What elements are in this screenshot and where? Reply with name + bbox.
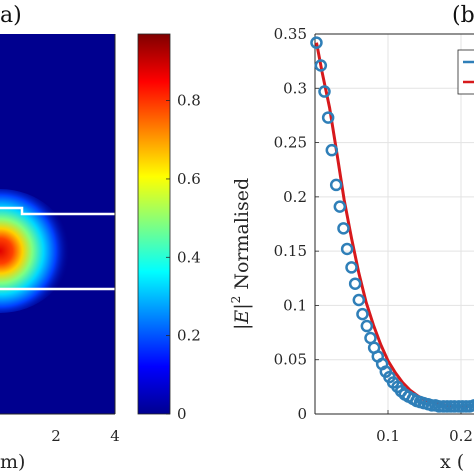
y-tick-label: 0.35 [274,25,307,43]
data-point-marker [352,293,366,307]
y-tick-label: 0.2 [283,188,307,206]
waveguide-boundary-upper [0,206,115,216]
data-point-marker [329,178,343,192]
data-point-marker [314,59,328,72]
y-tick-label: 0 [297,405,307,423]
colorbar-tick-label: 0 [177,405,187,423]
line-chart-panel-label: (b [452,3,474,28]
plot-area [315,34,474,414]
heatmap-xlabel: m) [0,451,25,473]
colorbar-tick-label: 0.8 [177,92,201,110]
heatmap-panel: 2 4 m) a) [0,3,120,473]
ylabel-sup: 2 [229,296,243,304]
y-tick-label: 0.3 [283,79,307,97]
data-point-marker [467,399,474,412]
colorbar-gradient [137,33,171,415]
data-point-marker [432,400,446,413]
data-point-marker [337,222,350,235]
x-tick-label: 0.2 [449,427,473,445]
x-tick-label: 0.1 [376,427,400,445]
ylabel-main: |E| [231,303,253,330]
data-point-marker [356,307,369,321]
colorbar-tick-label: 0.6 [177,170,201,188]
heatmap-xtick-4: 4 [110,427,120,445]
data-point-marker [345,261,358,274]
data-point-marker [310,36,323,49]
colorbar: 0 0.2 0.4 0.6 0.8 [137,33,201,423]
y-tick-label: 0.1 [283,296,307,314]
data-point-marker [360,319,374,333]
y-tick-label: 0.05 [274,351,307,369]
legend-box [457,49,474,95]
data-point-marker [325,143,339,157]
colorbar-tick-label: 0.4 [177,248,201,266]
data-point-marker [448,400,461,413]
line-chart-panel: 0 0.05 0.1 0.15 0.2 0.25 0.3 0.35 0.1 0.2 x ( |E|… [229,3,474,473]
data-point-marker [333,200,347,213]
data-point-marker [321,111,335,124]
ylabel-rest: Normalised [231,178,253,296]
data-point-marker [471,400,474,411]
legend [457,49,474,95]
data-point-marker [340,242,354,256]
line-chart-ylabel: |E|2 Normalised [229,178,253,330]
y-tick-label: 0.25 [274,134,307,152]
y-tick-label: 0.15 [274,242,307,260]
heatmap-hotspot [0,189,70,313]
heatmap-xtick-2: 2 [51,427,61,445]
data-point-marker [318,85,331,98]
data-point-marker [348,277,362,290]
heatmap-panel-label: a) [0,3,22,28]
line-chart-xlabel: x ( [440,451,464,473]
colorbar-tick-label: 0.2 [177,327,201,345]
